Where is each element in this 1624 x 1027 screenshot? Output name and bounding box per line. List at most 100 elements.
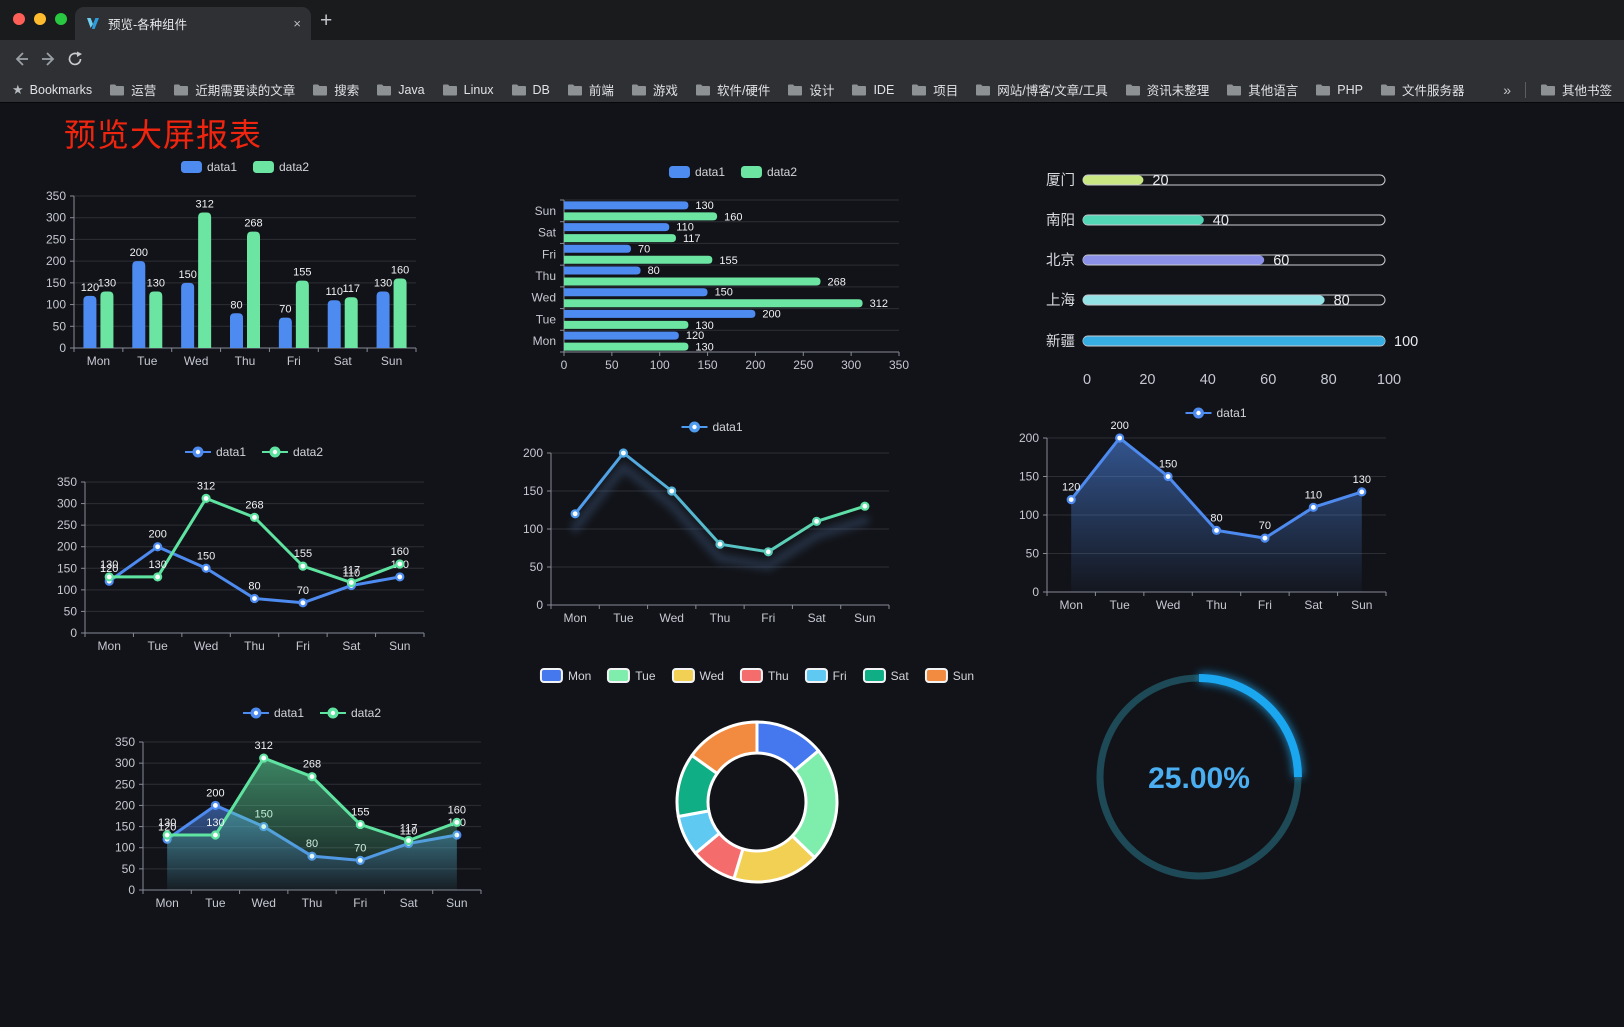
- bookmark-folder-label: 前端: [588, 84, 614, 98]
- legend-label: Fri: [832, 668, 847, 683]
- other-bookmarks-label: 其他书签: [1561, 84, 1612, 98]
- browser-tab[interactable]: 预览-各种组件 ×: [75, 7, 311, 40]
- tab-close-icon[interactable]: ×: [293, 16, 301, 31]
- svg-text:150: 150: [178, 269, 196, 281]
- legend-item[interactable]: data2: [741, 165, 797, 179]
- svg-text:Fri: Fri: [296, 639, 310, 653]
- legend-label: data2: [767, 165, 798, 179]
- bookmark-folder[interactable]: IDE: [851, 83, 894, 97]
- svg-text:300: 300: [57, 497, 77, 511]
- svg-text:110: 110: [343, 568, 361, 580]
- bookmark-folder[interactable]: 前端: [567, 80, 614, 99]
- svg-text:Thu: Thu: [235, 354, 256, 368]
- legend-item[interactable]: data2: [253, 160, 309, 174]
- svg-text:130: 130: [206, 817, 224, 829]
- svg-text:150: 150: [698, 358, 718, 372]
- home-button[interactable]: [90, 48, 112, 70]
- bookmark-folder[interactable]: 资讯未整理: [1125, 80, 1209, 99]
- close-window-button[interactable]: [13, 13, 25, 25]
- svg-text:100: 100: [115, 841, 135, 855]
- chart-city-progress: 厦门 20 南阳 40 北京 60 上海 80 新疆 100 0 20 40 60 80 100: [1046, 172, 1418, 388]
- svg-text:312: 312: [870, 298, 888, 310]
- legend-swatch-icon: [180, 161, 202, 173]
- maximize-window-button[interactable]: [55, 13, 67, 25]
- svg-text:70: 70: [279, 304, 291, 316]
- back-button[interactable]: [10, 48, 32, 70]
- svg-text:Thu: Thu: [1206, 598, 1227, 612]
- bookmark-folder[interactable]: 其他语言: [1226, 80, 1298, 99]
- legend-item[interactable]: data2: [262, 445, 323, 459]
- svg-text:50: 50: [605, 358, 619, 372]
- svg-text:120: 120: [686, 330, 704, 342]
- svg-text:Fri: Fri: [353, 896, 367, 910]
- legend-item[interactable]: Tue: [607, 668, 656, 683]
- svg-text:Mon: Mon: [1060, 598, 1083, 612]
- legend-item[interactable]: data1: [681, 420, 743, 434]
- legend-label: data1: [712, 420, 743, 434]
- svg-text:300: 300: [46, 211, 66, 225]
- legend-swatch-icon: [924, 668, 948, 683]
- legend-label: data2: [279, 160, 310, 174]
- bookmark-folder[interactable]: Linux: [442, 83, 494, 97]
- reload-button[interactable]: [64, 48, 86, 70]
- svg-text:Mon: Mon: [98, 639, 121, 653]
- svg-text:南阳: 南阳: [1046, 212, 1075, 229]
- svg-text:110: 110: [325, 286, 343, 298]
- new-tab-button[interactable]: +: [320, 9, 333, 32]
- bookmark-folder[interactable]: 设计: [787, 80, 834, 99]
- svg-text:Mon: Mon: [563, 611, 586, 625]
- legend-item[interactable]: Thu: [739, 668, 789, 683]
- svg-text:50: 50: [530, 560, 544, 574]
- legend-item[interactable]: Wed: [671, 668, 724, 683]
- bookmark-folder[interactable]: 运营: [109, 80, 156, 99]
- svg-text:0: 0: [128, 883, 135, 897]
- legend-item[interactable]: data1: [668, 165, 725, 179]
- bookmark-folder[interactable]: 近期需要读的文章: [173, 80, 295, 99]
- bookmarks-manager-button[interactable]: ★ Bookmarks: [12, 82, 92, 98]
- svg-text:Sun: Sun: [854, 611, 875, 625]
- bookmark-folder[interactable]: 项目: [911, 80, 958, 99]
- svg-text:Tue: Tue: [148, 639, 169, 653]
- minimize-window-button[interactable]: [34, 13, 46, 25]
- svg-text:Sat: Sat: [1304, 598, 1323, 612]
- other-bookmarks-button[interactable]: 其他书签: [1540, 80, 1612, 99]
- legend-item[interactable]: data1: [180, 160, 237, 174]
- dashboard-page: 预览大屏报表 0 50 100 150 200 250 300 350 Mon Tue Wed Thu…: [0, 103, 1624, 1027]
- legend-item[interactable]: Sat: [862, 668, 909, 683]
- legend-item[interactable]: data1: [184, 445, 246, 459]
- tab-strip: 预览-各种组件 × +: [0, 0, 1624, 40]
- traffic-lights: [13, 13, 67, 25]
- bar-vertical-legend: data1 data2: [180, 160, 309, 174]
- svg-text:150: 150: [1159, 459, 1177, 471]
- svg-text:120: 120: [81, 282, 99, 294]
- legend-item[interactable]: Mon: [539, 668, 591, 683]
- folder-icon: [851, 83, 867, 97]
- folder-icon: [442, 83, 458, 97]
- svg-text:新疆: 新疆: [1046, 333, 1075, 350]
- bookmark-folder[interactable]: 软件/硬件: [695, 80, 770, 99]
- bookmark-folder[interactable]: 游戏: [631, 80, 678, 99]
- bookmark-folder[interactable]: PHP: [1315, 83, 1363, 97]
- svg-text:130: 130: [374, 278, 392, 290]
- legend-item[interactable]: data2: [320, 706, 381, 720]
- bookmark-folder[interactable]: DB: [511, 83, 550, 97]
- legend-item[interactable]: data1: [242, 706, 304, 720]
- bookmark-folder[interactable]: 网站/博客/文章/工具: [975, 80, 1108, 99]
- svg-text:Sat: Sat: [538, 226, 557, 240]
- legend-label: data1: [215, 445, 246, 459]
- bookmarks-overflow-chevron[interactable]: »: [1503, 81, 1511, 98]
- bookmark-folder[interactable]: 文件服务器: [1380, 80, 1464, 99]
- bookmark-folder[interactable]: 搜索: [312, 80, 359, 99]
- legend-item[interactable]: Fri: [804, 668, 847, 683]
- bookmark-folder-label: 运营: [131, 84, 157, 98]
- svg-text:Fri: Fri: [287, 354, 301, 368]
- legend-item[interactable]: data1: [1185, 406, 1247, 420]
- svg-text:80: 80: [248, 580, 260, 592]
- legend-item[interactable]: Sun: [924, 668, 974, 683]
- svg-text:100: 100: [1394, 334, 1418, 350]
- bookmark-folder[interactable]: Java: [376, 83, 425, 97]
- svg-text:Sun: Sun: [381, 354, 402, 368]
- forward-button[interactable]: [38, 48, 60, 70]
- bookmark-folder-label: 其他语言: [1248, 84, 1299, 98]
